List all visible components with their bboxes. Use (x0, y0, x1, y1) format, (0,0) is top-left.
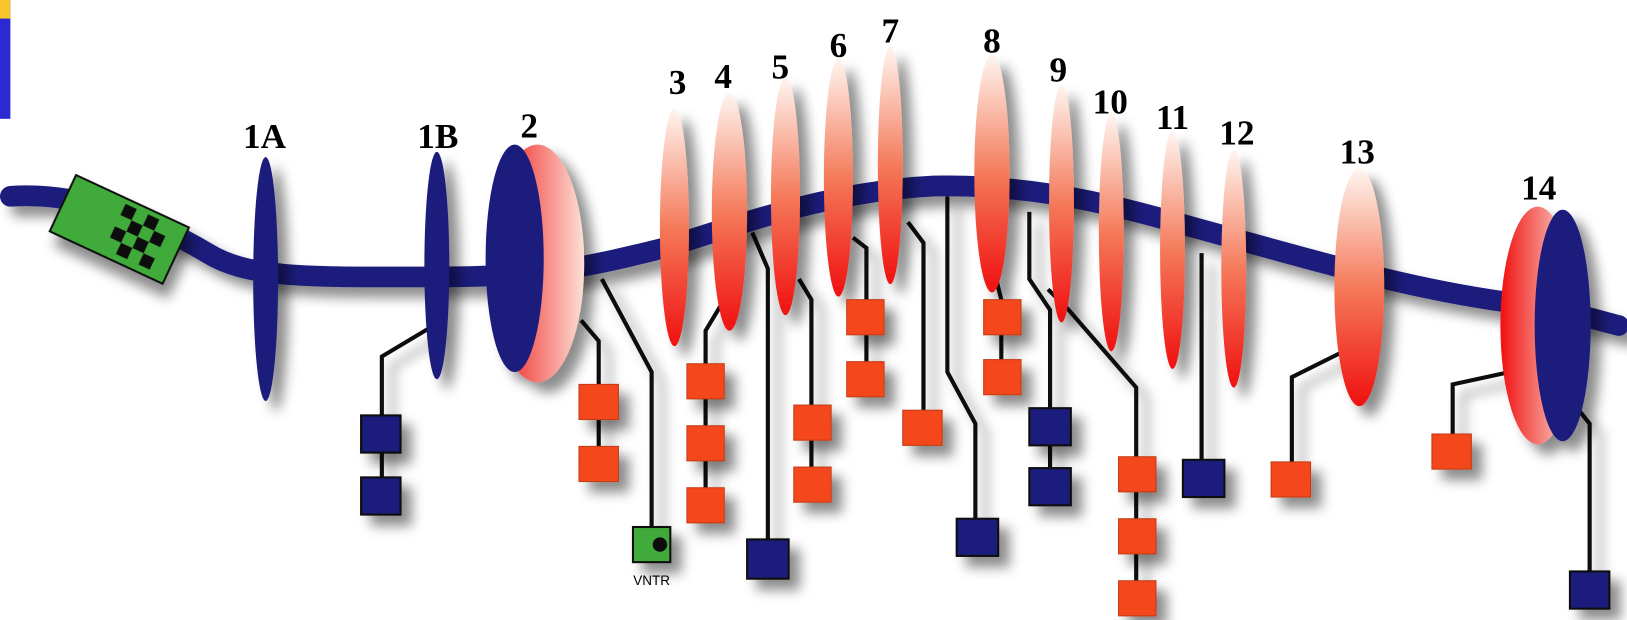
promoter-box (50, 175, 189, 284)
exon-label: 13 (1340, 132, 1375, 171)
exon-label: 1B (417, 117, 458, 156)
exon-label: 3 (669, 63, 687, 102)
exon-label: 10 (1093, 83, 1128, 122)
exon-label: 8 (983, 22, 1001, 61)
exon-label: 14 (1521, 168, 1556, 207)
gene-diagram: 1A 1B 2 3 4 5 6 7 8 9 10 11 12 13 14 VNT… (0, 0, 1627, 620)
corner-mark (0, 0, 10, 19)
exon-label: 12 (1219, 114, 1254, 153)
exon-label: 9 (1050, 51, 1068, 90)
exon-label: 5 (771, 48, 789, 87)
exon-label: 6 (830, 26, 848, 65)
exon-label: 11 (1156, 98, 1189, 137)
exon-label: 4 (714, 57, 732, 96)
vntr-label: VNTR (633, 573, 670, 588)
exon-label: 2 (520, 106, 538, 145)
exon-label: 1A (243, 117, 287, 156)
exon-label: 7 (881, 11, 899, 50)
